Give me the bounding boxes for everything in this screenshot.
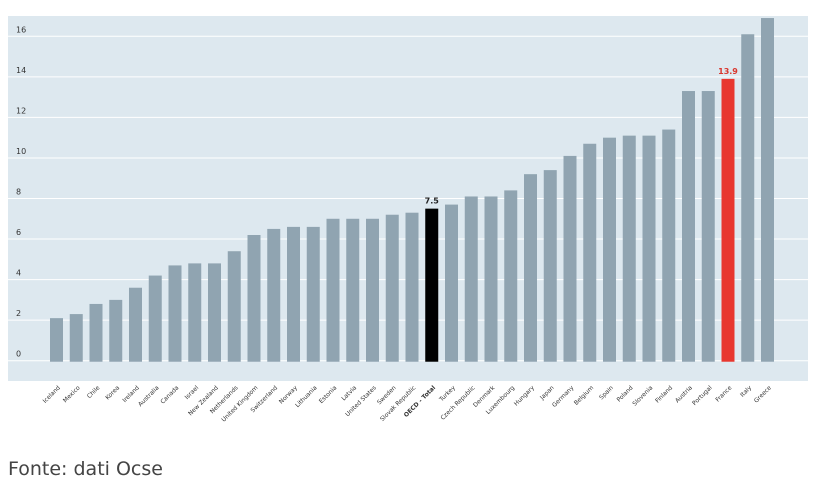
y-tick-label: 16 — [16, 25, 26, 34]
bar-slovak-republic — [405, 212, 419, 362]
x-tick-label: Mexico — [62, 384, 82, 404]
x-tick-label: Germany — [551, 384, 576, 409]
bar-hungary — [524, 174, 537, 362]
bar-canada — [168, 265, 182, 362]
bar-netherlands — [227, 251, 241, 362]
y-tick-label: 0 — [16, 350, 21, 359]
bar-belgium — [583, 143, 597, 362]
x-tick-label: Finland — [654, 384, 674, 404]
x-tick-label: Korea — [104, 384, 121, 401]
bar-spain — [603, 137, 616, 362]
bar-denmark — [484, 196, 498, 362]
x-tick-label: Estonia — [318, 384, 339, 405]
bars — [50, 18, 774, 362]
bar-turkey — [445, 204, 458, 362]
x-tick-label: Japan — [538, 384, 556, 402]
bar-iceland — [50, 318, 63, 362]
bar-japan — [543, 170, 557, 362]
bar-australia — [148, 275, 162, 362]
x-tick-label: Portugal — [691, 384, 714, 407]
y-tick-label: 4 — [16, 269, 21, 278]
source-caption: Fonte: dati Ocse — [8, 458, 163, 480]
bar-sweden — [385, 214, 399, 362]
bar-israel — [188, 263, 202, 362]
bar-korea — [109, 299, 123, 362]
bar-austria — [682, 91, 695, 362]
bar-mexico — [69, 314, 83, 362]
bar-united-kingdom — [247, 235, 261, 362]
bar-germany — [563, 155, 577, 362]
x-tick-label: Italy — [739, 384, 753, 398]
bar-czech-republic — [464, 196, 478, 362]
bar-estonia — [326, 218, 340, 362]
x-tick-label: Slovenia — [631, 384, 654, 407]
y-axis-ticks: 0 2 4 6 8 10 12 14 16 — [16, 25, 26, 358]
y-tick-label: 12 — [16, 106, 26, 115]
bar-france — [721, 78, 735, 362]
data-labels: 7.5 13.9 — [425, 67, 739, 206]
x-tick-label: Hungary — [513, 384, 536, 407]
bar-ireland — [129, 287, 142, 362]
bar-italy — [741, 34, 755, 362]
bar-luxembourg — [504, 190, 518, 362]
bar-portugal — [701, 91, 715, 362]
bar-poland — [622, 135, 636, 362]
bar-latvia — [346, 218, 360, 362]
x-tick-label: Belgium — [573, 384, 595, 406]
x-tick-label: Australia — [137, 384, 161, 408]
bar-finland — [662, 129, 676, 362]
x-tick-label: Iceland — [42, 384, 62, 404]
x-tick-label: Chile — [86, 384, 102, 400]
bar-lithuania — [306, 226, 320, 362]
bar-switzerland — [267, 228, 281, 362]
x-tick-label: Israel — [184, 384, 201, 401]
x-tick-label: Greece — [753, 384, 773, 404]
x-axis-labels: Iceland Mexico Chile Korea IrelandAustraliaC… — [42, 384, 774, 423]
y-tick-label: 10 — [16, 147, 26, 156]
data-label: 13.9 — [718, 67, 738, 76]
bar-chart: 0 2 4 6 8 10 12 14 16 Iceland Mexico Chile Korea Ire… — [8, 16, 808, 423]
data-label: 7.5 — [425, 197, 440, 206]
y-tick-label: 14 — [16, 66, 26, 75]
x-tick-label: Spain — [598, 384, 615, 401]
x-tick-label: France — [714, 384, 733, 403]
x-tick-label: Latvia — [340, 384, 358, 402]
bar-chile — [89, 303, 103, 362]
bar-slovenia — [642, 135, 656, 362]
bar-greece — [761, 18, 774, 362]
y-tick-label: 2 — [16, 309, 21, 318]
bar-united-states — [366, 218, 379, 362]
x-tick-label: Lithuania — [294, 384, 319, 409]
bar-oecd-total — [425, 208, 439, 362]
bar-new-zealand — [208, 263, 221, 362]
y-tick-label: 8 — [16, 188, 21, 197]
x-tick-label: Canada — [159, 384, 180, 405]
y-tick-label: 6 — [16, 228, 21, 237]
bar-norway — [287, 226, 300, 362]
